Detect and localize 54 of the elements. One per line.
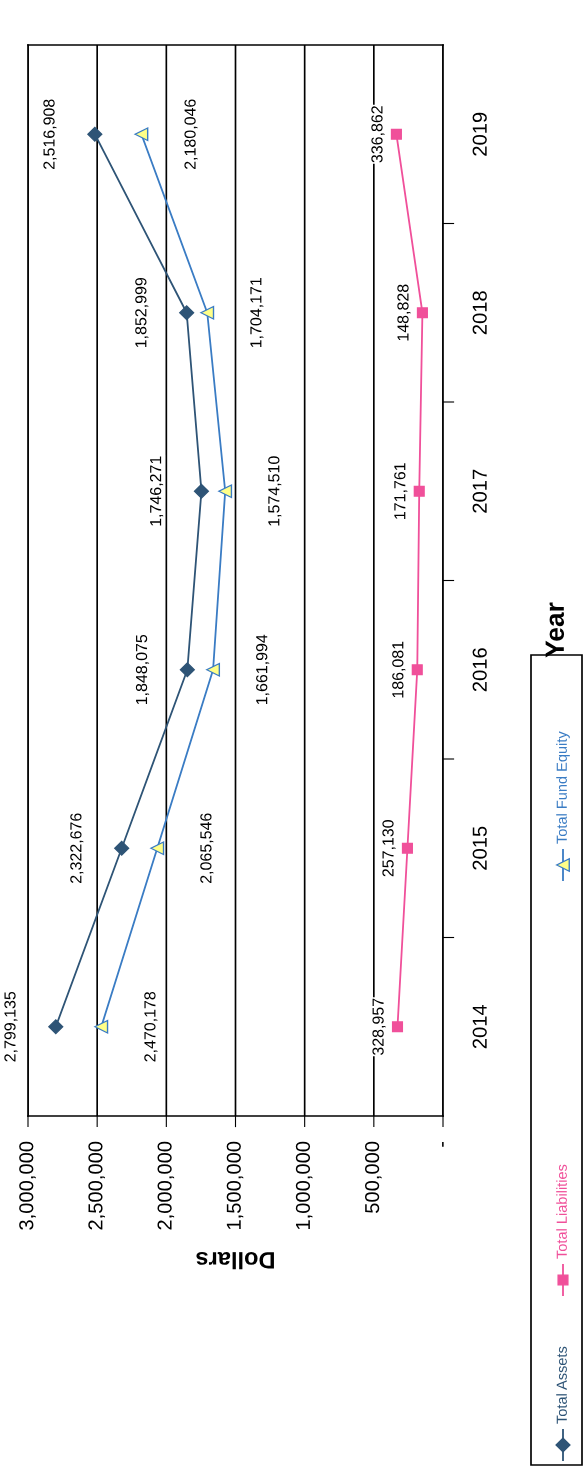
data-label: 186,081 bbox=[392, 641, 406, 698]
point bbox=[218, 484, 233, 499]
point bbox=[179, 662, 195, 678]
data-label: 328,957 bbox=[372, 998, 386, 1056]
point bbox=[179, 305, 195, 321]
point bbox=[48, 1019, 64, 1035]
data-label: 2,470,178 bbox=[144, 991, 158, 1062]
point bbox=[87, 126, 103, 142]
data-label: 2,180,046 bbox=[184, 99, 198, 169]
data-label: 1,661,994 bbox=[256, 634, 270, 705]
text: Total Assets bbox=[556, 1346, 567, 1424]
data-label: 2,322,676 bbox=[70, 813, 84, 883]
y-tick-label: 2015 bbox=[472, 826, 487, 870]
point bbox=[94, 1019, 109, 1034]
data-label: 171,761 bbox=[394, 463, 408, 519]
x-tick-label: - bbox=[442, 1141, 444, 1147]
point bbox=[413, 485, 425, 497]
point bbox=[200, 305, 215, 320]
point bbox=[134, 127, 149, 142]
data-label: 336,862 bbox=[371, 106, 385, 163]
y-axis-title: Year bbox=[545, 602, 565, 658]
x-axis-title: Dollars bbox=[196, 1251, 274, 1270]
point bbox=[390, 128, 402, 140]
data-label: 2,516,908 bbox=[43, 99, 57, 169]
point bbox=[206, 662, 221, 677]
y-tick-label: 2016 bbox=[472, 648, 487, 692]
point bbox=[193, 483, 210, 499]
data-label: 1,574,510 bbox=[268, 456, 282, 526]
text: Total Fund Equity bbox=[556, 731, 570, 844]
data-label: 2,799,135 bbox=[4, 991, 18, 1062]
x-tick-label: 2,500,000 bbox=[88, 1141, 105, 1230]
x-tick-label: 3,000,000 bbox=[19, 1141, 36, 1230]
point bbox=[401, 842, 413, 854]
data-label: 2,065,546 bbox=[200, 813, 214, 883]
data-label: 1,852,999 bbox=[135, 277, 149, 348]
data-label: 1,704,171 bbox=[250, 278, 264, 348]
point bbox=[391, 1021, 404, 1033]
x-tick-label: 1,000,000 bbox=[295, 1141, 313, 1230]
x-tick-label: 500,000 bbox=[364, 1141, 382, 1213]
text: Total Liabilities bbox=[556, 1164, 567, 1259]
data-label: 148,828 bbox=[397, 284, 411, 341]
data-label: 1,848,075 bbox=[135, 634, 150, 705]
data-label: 1,746,271 bbox=[149, 456, 164, 526]
x-tick-label: 1,500,000 bbox=[226, 1141, 244, 1230]
data-label: 257,130 bbox=[382, 820, 396, 877]
y-tick-label: 2019 bbox=[472, 112, 487, 156]
x-tick-label: 2,000,000 bbox=[157, 1141, 175, 1230]
y-tick-label: 2018 bbox=[472, 291, 487, 335]
point bbox=[150, 841, 165, 856]
point bbox=[114, 840, 130, 856]
point bbox=[416, 307, 428, 319]
y-tick-label: 2017 bbox=[472, 469, 487, 513]
y-tick-label: 2014 bbox=[472, 1004, 487, 1049]
point bbox=[411, 664, 423, 676]
